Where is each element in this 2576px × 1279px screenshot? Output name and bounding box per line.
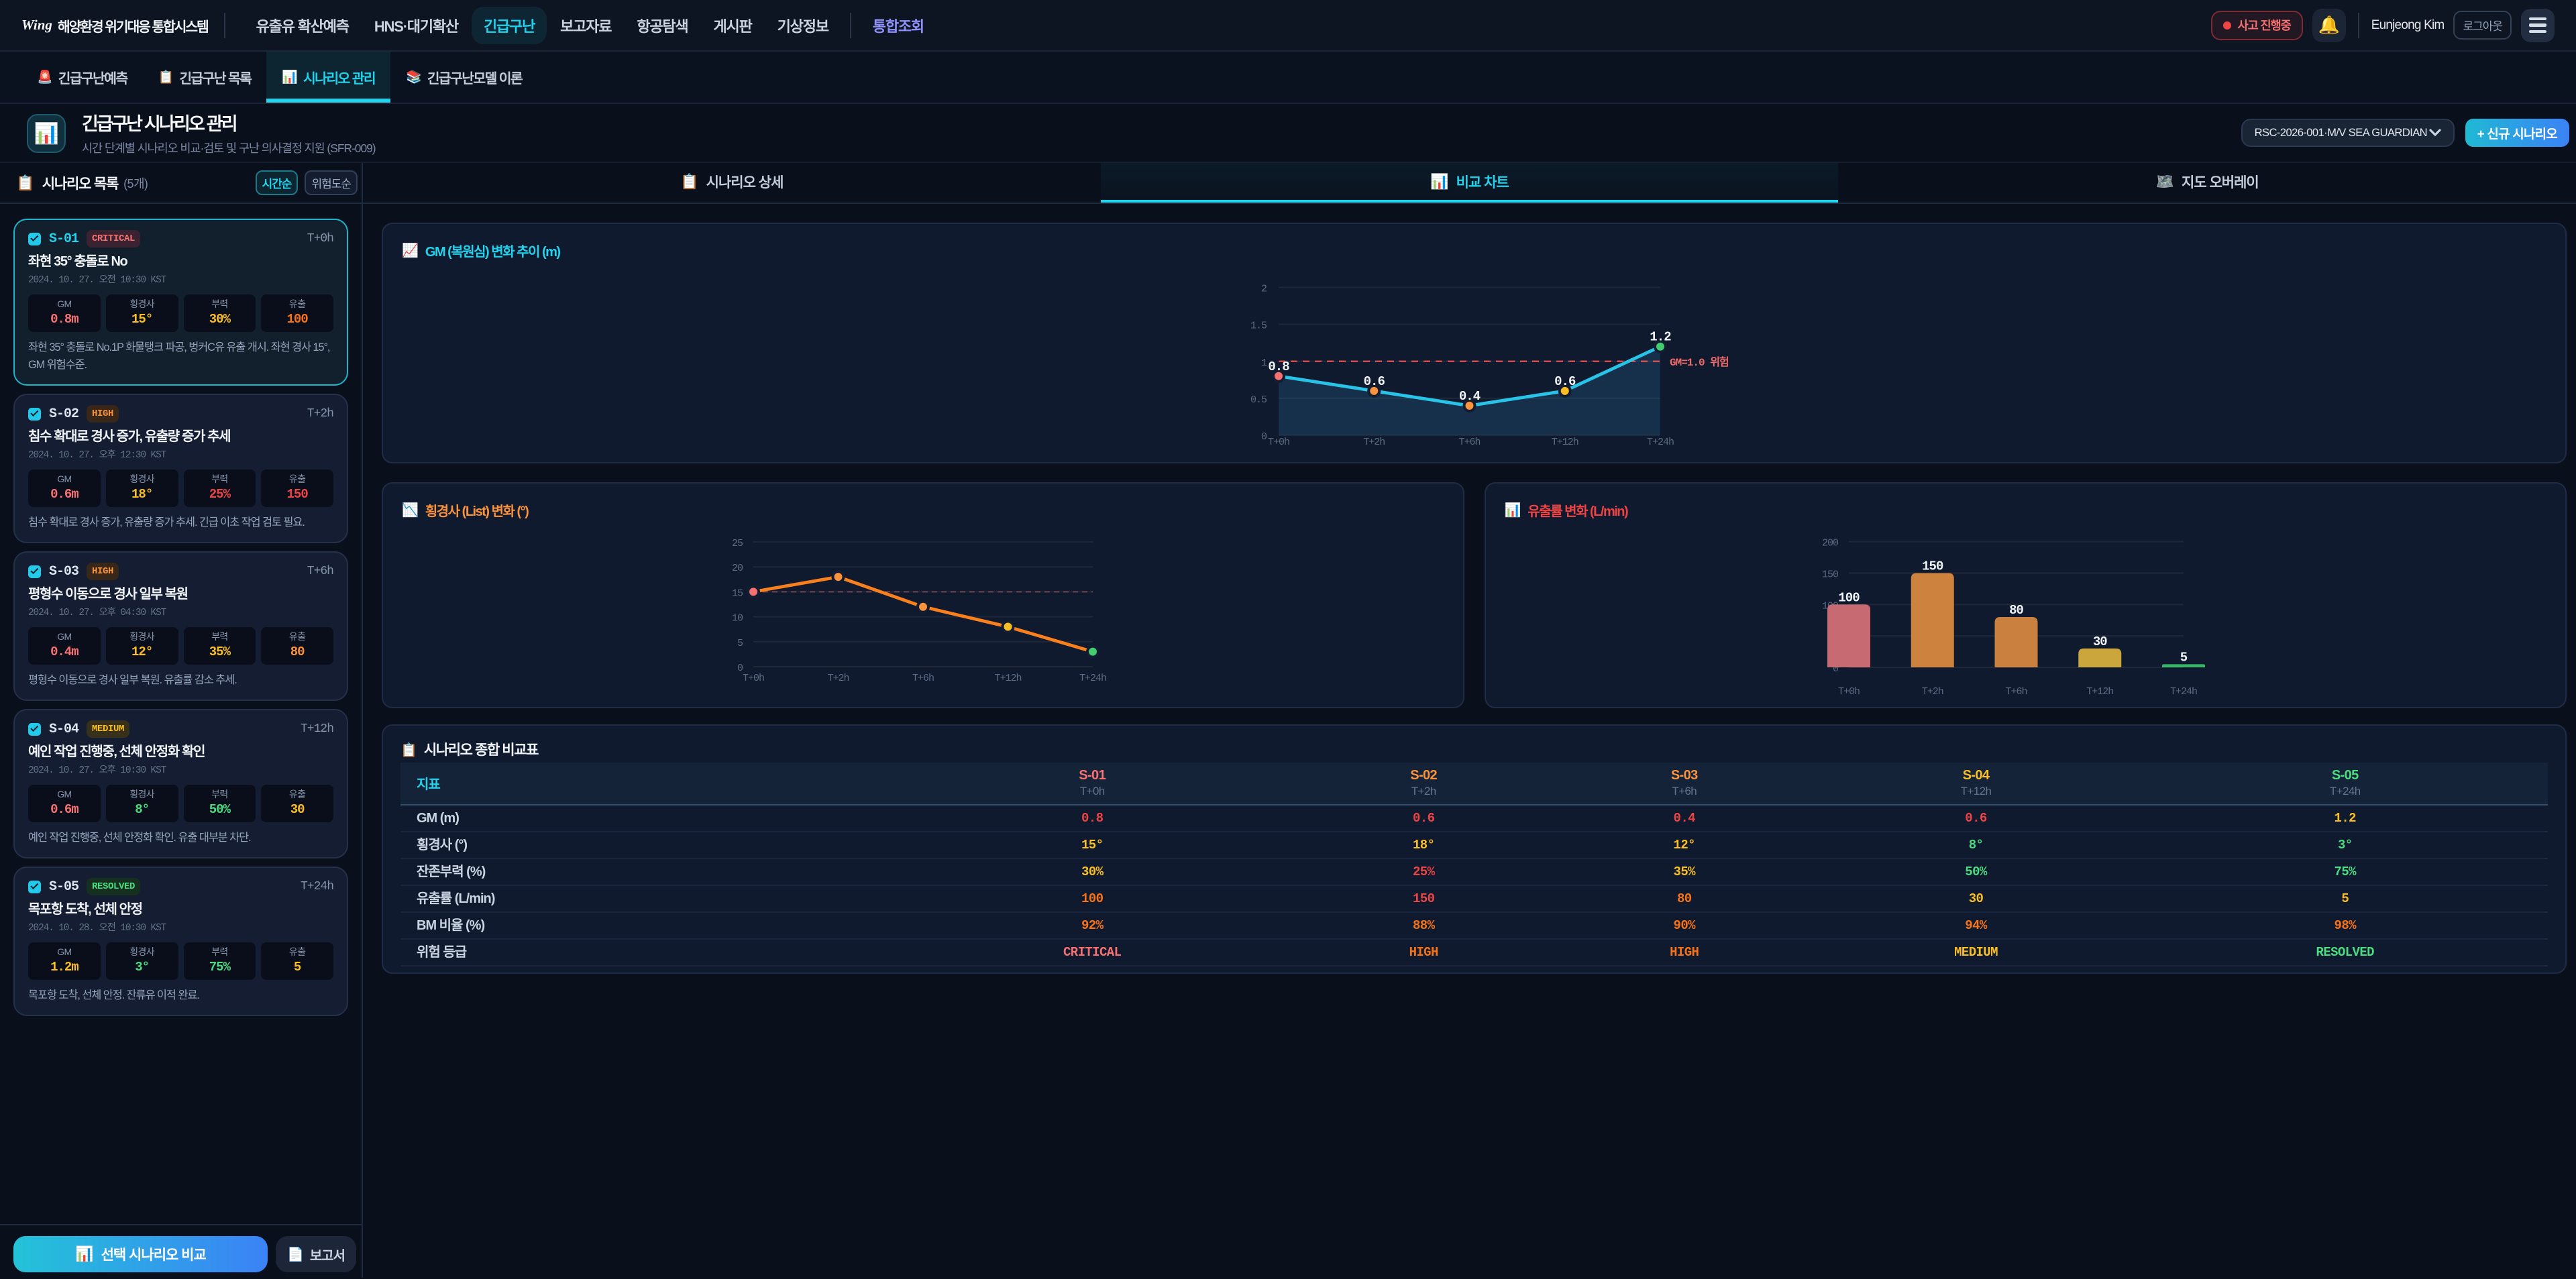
- svg-text:0: 0: [1261, 431, 1267, 443]
- svg-text:T+0h: T+0h: [1837, 686, 1859, 698]
- svg-text:5: 5: [737, 638, 743, 649]
- svg-text:T+24h: T+24h: [2169, 686, 2196, 698]
- svg-text:T+0h: T+0h: [743, 673, 764, 684]
- svg-text:T+6h: T+6h: [1458, 437, 1480, 448]
- svg-text:200: 200: [1821, 538, 1838, 549]
- svg-text:T+6h: T+6h: [912, 673, 934, 684]
- svg-text:GM=1.0 위험: GM=1.0 위험: [1670, 355, 1729, 369]
- svg-text:10: 10: [732, 613, 743, 624]
- svg-text:20: 20: [732, 563, 743, 574]
- svg-text:80: 80: [2009, 603, 2023, 618]
- svg-text:T+24h: T+24h: [1079, 673, 1106, 684]
- svg-text:T+6h: T+6h: [2005, 686, 2027, 698]
- svg-text:1: 1: [1261, 357, 1267, 369]
- svg-text:5: 5: [2180, 650, 2187, 665]
- svg-text:25: 25: [732, 538, 743, 549]
- svg-text:0.8: 0.8: [1268, 359, 1289, 374]
- svg-text:30: 30: [2092, 634, 2106, 649]
- svg-text:150: 150: [1922, 559, 1943, 573]
- svg-text:0.6: 0.6: [1364, 374, 1385, 389]
- svg-text:T+2h: T+2h: [827, 673, 849, 684]
- svg-text:2: 2: [1261, 284, 1267, 295]
- svg-text:T+12h: T+12h: [1552, 437, 1578, 448]
- svg-text:1.2: 1.2: [1650, 330, 1671, 345]
- svg-text:100: 100: [1838, 590, 1860, 605]
- svg-text:T+12h: T+12h: [994, 673, 1021, 684]
- svg-text:T+0h: T+0h: [1268, 437, 1289, 448]
- svg-text:15: 15: [732, 588, 743, 599]
- svg-text:T+24h: T+24h: [1647, 437, 1674, 448]
- svg-text:1.5: 1.5: [1250, 321, 1267, 332]
- svg-text:0: 0: [1832, 663, 1838, 675]
- svg-text:T+2h: T+2h: [1363, 437, 1385, 448]
- svg-text:0.6: 0.6: [1554, 374, 1576, 389]
- svg-text:0.4: 0.4: [1459, 389, 1481, 404]
- svg-text:0: 0: [737, 663, 743, 674]
- svg-text:T+2h: T+2h: [1921, 686, 1943, 698]
- svg-text:150: 150: [1821, 569, 1838, 580]
- svg-text:0.5: 0.5: [1250, 394, 1267, 406]
- svg-text:T+12h: T+12h: [2086, 686, 2113, 698]
